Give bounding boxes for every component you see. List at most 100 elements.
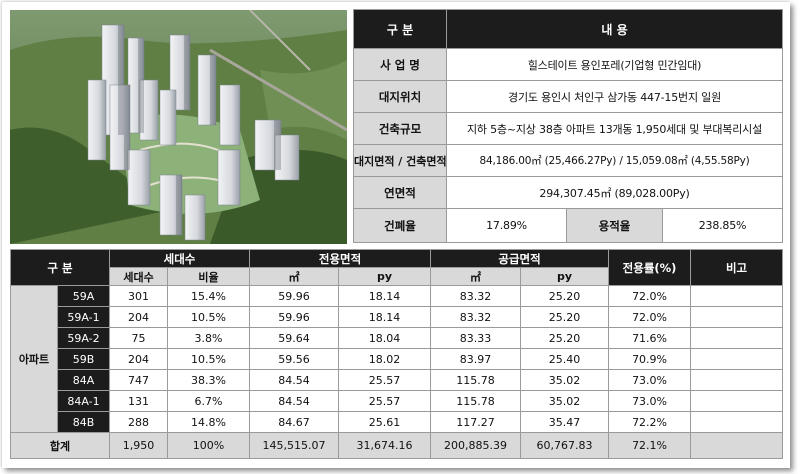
household-ratio: 10.5% xyxy=(167,348,251,370)
exclusive-area-py: 25.57 xyxy=(338,390,432,412)
supply-area-py: 25.40 xyxy=(520,348,610,370)
supply-area-m2: 83.32 xyxy=(430,306,522,328)
exclusive-area-m2: 84.54 xyxy=(249,390,340,412)
exclusive-ratio: 71.6% xyxy=(608,327,692,349)
table-row: 59B 204 10.5% 59.56 18.02 83.97 25.40 70… xyxy=(11,348,784,370)
detail-header-supply-area: 공급면적 xyxy=(430,249,610,268)
summary-value-gross-area: 294,307.45㎡ (89,028.00Py) xyxy=(445,176,784,209)
household-ratio: 14.8% xyxy=(167,411,251,433)
household-count: 204 xyxy=(109,306,169,328)
total-household-count: 1,950 xyxy=(109,432,169,459)
household-ratio: 10.5% xyxy=(167,306,251,328)
supply-area-m2: 115.78 xyxy=(430,390,522,412)
total-remarks xyxy=(690,432,784,459)
household-ratio: 6.7% xyxy=(167,390,251,412)
exclusive-area-m2: 84.54 xyxy=(249,369,340,391)
household-ratio: 15.4% xyxy=(167,285,251,307)
total-exclusive-ratio: 72.1% xyxy=(608,432,692,459)
table-row: 84A 747 38.3% 84.54 25.57 115.78 35.02 7… xyxy=(11,369,784,391)
exclusive-area-py: 25.61 xyxy=(338,411,432,433)
detail-subheader-supply-m2: ㎡ xyxy=(430,267,522,286)
summary-header-category: 구 분 xyxy=(353,9,447,49)
detail-group-label: 아파트 xyxy=(10,285,58,433)
summary-label-location: 대지위치 xyxy=(353,80,447,113)
table-row: 84B 288 14.8% 84.67 25.61 117.27 35.47 7… xyxy=(11,411,784,433)
unit-type: 59A xyxy=(56,285,111,307)
total-exclusive-area-m2: 145,515.07 xyxy=(249,432,340,459)
exclusive-area-m2: 59.96 xyxy=(249,306,340,328)
total-exclusive-area-py: 31,674.16 xyxy=(338,432,432,459)
exclusive-ratio: 73.0% xyxy=(608,369,692,391)
detail-subheader-exclusive-py: py xyxy=(338,267,432,286)
household-count: 131 xyxy=(109,390,169,412)
remarks xyxy=(690,327,784,349)
table-row: 59A-1 204 10.5% 59.96 18.14 83.32 25.20 … xyxy=(11,306,784,328)
exclusive-ratio: 72.0% xyxy=(608,285,692,307)
detail-subheader-exclusive-m2: ㎡ xyxy=(249,267,340,286)
supply-area-m2: 83.97 xyxy=(430,348,522,370)
supply-area-py: 25.20 xyxy=(520,285,610,307)
remarks xyxy=(690,285,784,307)
supply-area-py: 25.20 xyxy=(520,306,610,328)
unit-type: 84B xyxy=(56,411,111,433)
exclusive-ratio: 72.0% xyxy=(608,306,692,328)
remarks xyxy=(690,390,784,412)
aerial-rendering-image xyxy=(10,10,347,244)
table-total-row: 합계 1,950 100% 145,515.07 31,674.16 200,8… xyxy=(9,432,784,459)
detail-subheader-supply-py: py xyxy=(520,267,610,286)
household-count: 288 xyxy=(109,411,169,433)
supply-area-py: 35.02 xyxy=(520,369,610,391)
unit-type: 59A-2 xyxy=(56,327,111,349)
exclusive-area-m2: 59.96 xyxy=(249,285,340,307)
supply-area-m2: 83.33 xyxy=(430,327,522,349)
supply-area-py: 35.02 xyxy=(520,390,610,412)
project-summary-table: 구 분 내 용 사 업 명 힐스테이트 용인포레(기업형 민간임대) 대지위치 … xyxy=(353,9,784,243)
table-row: 59A-2 75 3.8% 59.64 18.04 83.33 25.20 71… xyxy=(11,327,784,349)
detail-header-exclusive-area: 전용면적 xyxy=(249,249,432,268)
unit-type: 84A-1 xyxy=(56,390,111,412)
exclusive-area-py: 18.14 xyxy=(338,285,432,307)
remarks xyxy=(690,369,784,391)
summary-value-floor-area-ratio: 238.85% xyxy=(661,208,784,243)
total-household-ratio: 100% xyxy=(167,432,251,459)
supply-area-m2: 115.78 xyxy=(430,369,522,391)
detail-subheader-count: 세대수 xyxy=(109,267,169,286)
supply-area-py: 35.47 xyxy=(520,411,610,433)
unit-type: 59B xyxy=(56,348,111,370)
exclusive-area-py: 18.14 xyxy=(338,306,432,328)
table-row: 84A-1 131 6.7% 84.54 25.57 115.78 35.02 … xyxy=(11,390,784,412)
summary-label-site-area: 대지면적 / 건축면적 xyxy=(353,144,447,177)
unit-type-table: 구 분 세대수 전용면적 공급면적 전용률(%) 비고 세대수 비율 ㎡ py … xyxy=(9,249,784,459)
household-count: 301 xyxy=(109,285,169,307)
total-supply-area-m2: 200,885.39 xyxy=(430,432,522,459)
household-ratio: 3.8% xyxy=(167,327,251,349)
detail-header-exclusive-ratio: 전용률(%) xyxy=(608,249,692,286)
household-count: 204 xyxy=(109,348,169,370)
exclusive-area-py: 25.57 xyxy=(338,369,432,391)
exclusive-ratio: 73.0% xyxy=(608,390,692,412)
exclusive-area-m2: 84.67 xyxy=(249,411,340,433)
exclusive-area-m2: 59.56 xyxy=(249,348,340,370)
remarks xyxy=(690,348,784,370)
total-supply-area-py: 60,767.83 xyxy=(520,432,610,459)
summary-label-gross-area: 연면적 xyxy=(353,176,447,209)
exclusive-ratio: 70.9% xyxy=(608,348,692,370)
remarks xyxy=(690,306,784,328)
detail-header-households: 세대수 xyxy=(109,249,251,268)
supply-area-m2: 117.27 xyxy=(430,411,522,433)
unit-type: 59A-1 xyxy=(56,306,111,328)
summary-label-floor-area-ratio: 용적율 xyxy=(566,208,663,243)
summary-header-content: 내 용 xyxy=(445,9,784,49)
household-ratio: 38.3% xyxy=(167,369,251,391)
summary-value-project-name: 힐스테이트 용인포레(기업형 민간임대) xyxy=(445,48,784,81)
summary-value-coverage-ratio: 17.89% xyxy=(446,208,567,243)
supply-area-py: 25.20 xyxy=(520,327,610,349)
remarks xyxy=(690,411,784,433)
detail-header-remarks: 비고 xyxy=(690,249,784,286)
summary-label-project-name: 사 업 명 xyxy=(353,48,447,81)
summary-value-site-area: 84,186.00㎡ (25,466.27Py) / 15,059.08㎡ (4… xyxy=(445,144,784,177)
household-count: 75 xyxy=(109,327,169,349)
table-row: 아파트 59A 301 15.4% 59.96 18.14 83.32 25.2… xyxy=(10,285,784,433)
summary-label-coverage-ratio: 건폐율 xyxy=(353,208,447,243)
household-count: 747 xyxy=(109,369,169,391)
